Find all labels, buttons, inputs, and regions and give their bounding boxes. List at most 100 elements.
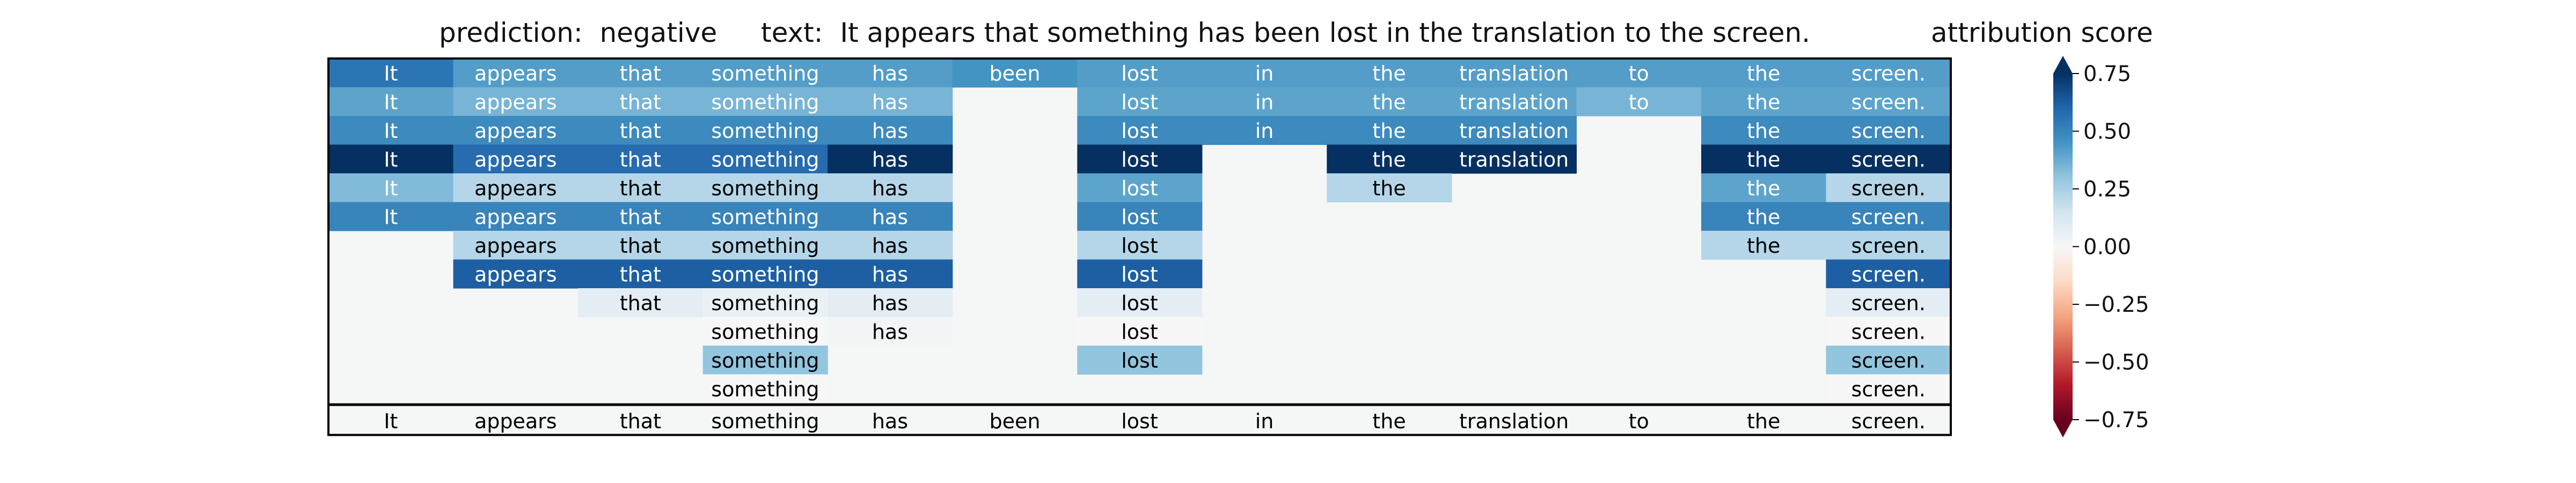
heatmap-cell [1826, 288, 1951, 318]
heatmap-cell-label: something [711, 119, 819, 143]
heatmap-cell-label: that [620, 119, 661, 143]
heatmap-cell [1701, 116, 1827, 145]
heatmap-cell [1826, 173, 1951, 203]
heatmap-cell [578, 87, 704, 116]
heatmap-cell-label: lost [1121, 119, 1158, 143]
heatmap-cell-label: has [872, 320, 908, 343]
colorbar-tick-label: −0.75 [2083, 408, 2149, 433]
heatmap-cell [1451, 87, 1577, 116]
heatmap-cell [328, 173, 454, 203]
heatmap-cell-label: translation [1459, 62, 1569, 85]
heatmap-cell-label: screen. [1851, 119, 1926, 143]
heatmap-cell [1077, 202, 1203, 231]
heatmap-cell-label: the [1372, 148, 1406, 171]
heatmap-cell [828, 58, 953, 88]
heatmap-cell-label: that [620, 177, 661, 200]
heatmap-cell [828, 173, 953, 203]
reference-token: appears [474, 409, 557, 433]
heatmap-cell-label: It [384, 205, 398, 229]
heatmap-cell-label: in [1255, 62, 1274, 85]
heatmap-cell-label: It [384, 177, 398, 200]
heatmap-cell [702, 374, 828, 404]
heatmap-cell-label: It [384, 148, 398, 171]
heatmap-cell-label: lost [1121, 262, 1158, 286]
reference-token: It [384, 409, 398, 433]
heatmap-cell-label: that [620, 62, 661, 85]
heatmap-cell [453, 202, 579, 231]
heatmap-cell-label: the [1747, 205, 1780, 229]
heatmap-cell [1826, 202, 1951, 231]
heatmap-cell [702, 144, 828, 174]
heatmap-cell [1077, 259, 1203, 289]
heatmap-cell [828, 317, 953, 346]
colorbar-tick-label: 0.75 [2083, 62, 2131, 86]
heatmap-cell-label: has [872, 90, 908, 114]
heatmap-cell-label: that [620, 90, 661, 114]
heatmap-cell [1077, 317, 1203, 346]
heatmap-cell-label: appears [474, 62, 557, 85]
heatmap-cell [578, 173, 704, 203]
heatmap-cell-label: screen. [1851, 205, 1926, 229]
heatmap-cell-label: the [1747, 234, 1780, 258]
heatmap-cell-label: been [989, 62, 1040, 85]
heatmap-cell [702, 346, 828, 375]
heatmap-cell-label: that [620, 291, 661, 315]
heatmap-cell [828, 116, 953, 145]
heatmap-cell-label: screen. [1851, 291, 1926, 315]
heatmap-cell-label: screen. [1851, 320, 1926, 343]
heatmap-cell-label: lost [1121, 234, 1158, 258]
heatmap-cell [1077, 288, 1203, 318]
heatmap-cell [1327, 173, 1452, 203]
heatmap-cell [952, 58, 1078, 88]
heatmap-cell-label: appears [474, 148, 557, 171]
heatmap-cell [578, 116, 704, 145]
heatmap-cell-label: that [620, 205, 661, 229]
heatmap-cell-label: lost [1121, 320, 1158, 343]
heatmap-cell [1202, 116, 1327, 145]
colorbar-tick-label: 0.25 [2083, 177, 2131, 202]
colorbar-body [2053, 74, 2073, 420]
heatmap-cell [1826, 346, 1951, 375]
heatmap-cell [1826, 259, 1951, 289]
heatmap-cell [1327, 116, 1452, 145]
reference-token: to [1629, 409, 1649, 433]
colorbar-min-extend [2053, 420, 2073, 437]
heatmap-cell [1202, 58, 1327, 88]
heatmap-cell-label: lost [1121, 148, 1158, 171]
heatmap-cell [1327, 58, 1452, 88]
heatmap-cell-label: lost [1121, 349, 1158, 372]
reference-token: something [711, 409, 819, 433]
heatmap-cell-label: the [1747, 119, 1780, 143]
heatmap-cell-label: appears [474, 119, 557, 143]
heatmap-cell-label: something [711, 320, 819, 343]
heatmap-cell [328, 116, 454, 145]
heatmap-cell [828, 259, 953, 289]
heatmap-frame [327, 57, 1952, 436]
colorbar-tick-label: 0.00 [2083, 235, 2131, 260]
heatmap-cell [1451, 116, 1577, 145]
heatmap-cell [1077, 231, 1203, 260]
heatmap-cell [1327, 144, 1452, 174]
reference-token: the [1372, 409, 1406, 433]
heatmap-cell [328, 58, 454, 88]
heatmap-cell-label: has [872, 177, 908, 200]
heatmap-cell-label: screen. [1851, 377, 1926, 401]
heatmap-cell [828, 288, 953, 318]
heatmap-cell-label: has [872, 119, 908, 143]
heatmap-cell-label: the [1372, 90, 1406, 114]
heatmap-cell-label: screen. [1851, 177, 1926, 200]
heatmap-cell-label: has [872, 291, 908, 315]
heatmap-cell-label: screen. [1851, 62, 1926, 85]
heatmap-cell [1701, 173, 1827, 203]
reference-token: translation [1459, 409, 1569, 433]
heatmap-cell-label: in [1255, 119, 1274, 143]
heatmap-cell [1701, 87, 1827, 116]
heatmap-cell [578, 288, 704, 318]
heatmap-cell-label: has [872, 62, 908, 85]
colorbar-tick-label: 0.50 [2083, 120, 2131, 144]
heatmap-cell-label: appears [474, 205, 557, 229]
heatmap-cell-label: to [1629, 62, 1649, 85]
heatmap-cell-label: something [711, 349, 819, 372]
heatmap-cell [1826, 116, 1951, 145]
